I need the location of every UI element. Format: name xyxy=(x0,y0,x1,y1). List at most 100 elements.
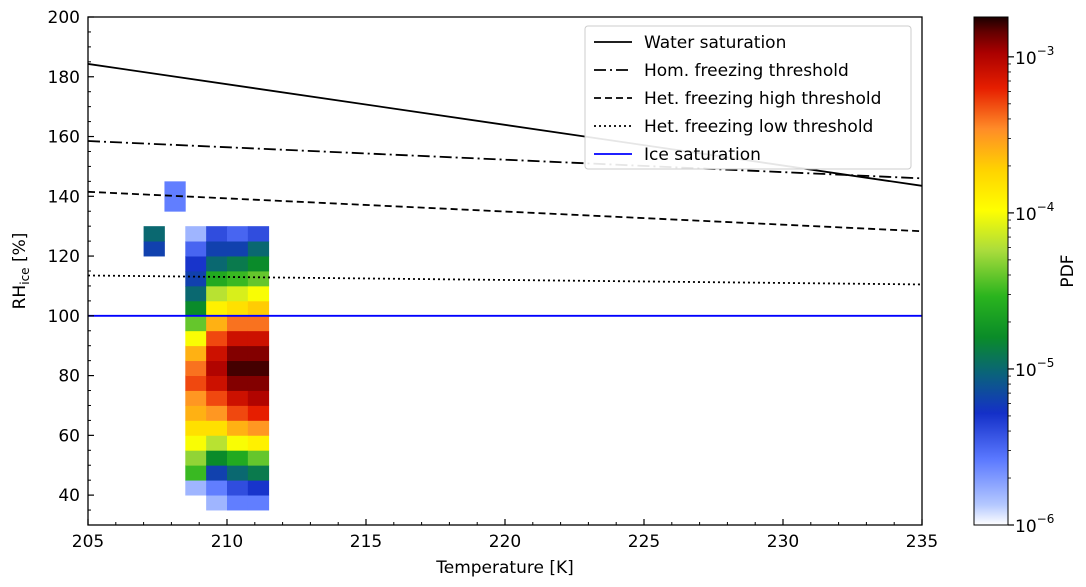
heatmap-cell xyxy=(247,435,270,451)
heatmap-cell xyxy=(227,390,249,406)
legend: Water saturation Hom. freezing threshold H… xyxy=(584,25,912,170)
heatmap-cell xyxy=(185,375,207,391)
heatmap-cell xyxy=(185,285,207,302)
heatmap-cell xyxy=(206,241,228,257)
heatmap-cell xyxy=(185,435,207,451)
heatmap-cell xyxy=(247,360,270,376)
heatmap-cell xyxy=(227,226,249,242)
heatmap-cell xyxy=(164,181,186,197)
heatmap-cell xyxy=(185,450,207,466)
heatmap-cell xyxy=(247,480,270,496)
heatmap-cell xyxy=(206,390,228,406)
heatmap-cell xyxy=(206,345,228,362)
x-axis-ticks: 205 210 215 220 225 230 235 xyxy=(72,519,938,552)
heatmap-cell xyxy=(227,300,249,317)
heatmap-cell xyxy=(185,420,207,436)
heatmap-cell xyxy=(206,450,228,466)
y-axis-label-unit: [%] xyxy=(10,233,30,268)
heatmap-cell xyxy=(185,256,207,272)
heatmap-cell xyxy=(227,435,249,451)
heatmap-cell xyxy=(227,495,249,511)
x-tick-label: 230 xyxy=(767,532,799,552)
colorbar-tick-label: 10−5 xyxy=(1015,356,1054,381)
y-tick-label: 200 xyxy=(48,8,80,28)
y-tick-label: 100 xyxy=(48,307,80,327)
y-tick-label: 80 xyxy=(58,367,80,387)
y-axis-label: RHice [%] xyxy=(10,233,32,310)
heatmap-cell xyxy=(227,271,249,287)
heatmap-cell xyxy=(247,271,270,287)
heatmap-cell xyxy=(206,271,228,287)
heatmap-cell xyxy=(247,345,270,362)
heatmap-cell xyxy=(185,390,207,406)
x-axis-label: Temperature [K] xyxy=(435,558,574,578)
legend-label: Hom. freezing threshold xyxy=(644,61,849,81)
heatmap-cell xyxy=(247,226,270,242)
y-axis-label-sub: ice xyxy=(18,267,32,284)
heatmap-cell xyxy=(206,465,228,481)
heatmap-cell xyxy=(206,360,228,376)
heatmap-cell xyxy=(227,405,249,421)
y-tick-label: 60 xyxy=(58,426,80,446)
heatmap-cell xyxy=(143,226,165,242)
colorbar-tick-label: 10−4 xyxy=(1015,200,1054,225)
heatmap-cell xyxy=(247,495,270,511)
y-axis-ticks: 40 60 80 100 120 140 160 180 200 xyxy=(48,8,94,511)
y-tick-label: 140 xyxy=(48,187,80,207)
threshold-line xyxy=(88,274,922,286)
heatmap-cell xyxy=(185,360,207,376)
heatmap-cell xyxy=(206,495,228,511)
heatmap-cell xyxy=(247,450,270,466)
legend-box xyxy=(584,25,912,170)
y-axis-label-main: RH xyxy=(10,285,30,310)
heatmap-cell xyxy=(227,241,249,257)
heatmap-cell xyxy=(227,480,249,496)
heatmap-cell xyxy=(247,465,270,481)
heatmap-cell xyxy=(206,300,228,317)
heatmap-cell xyxy=(206,330,228,347)
y-tick-label: 160 xyxy=(48,128,80,148)
heatmap-cell xyxy=(227,375,249,391)
heatmap-cell xyxy=(164,196,186,212)
heatmap-cell xyxy=(247,330,270,347)
heatmap-cell xyxy=(206,405,228,421)
heatmap-cell xyxy=(206,375,228,391)
heatmap-cell xyxy=(227,285,249,302)
heatmap-cell xyxy=(247,405,270,421)
heatmap-cell xyxy=(206,420,228,436)
heatmap-cell xyxy=(227,360,249,376)
x-tick-label: 205 xyxy=(72,532,104,552)
heatmap-cell xyxy=(247,256,270,272)
colorbar-ticks: 10−3 10−4 10−5 10−6 xyxy=(1008,44,1054,537)
x-tick-label: 235 xyxy=(906,532,938,552)
heatmap-cells xyxy=(143,181,270,511)
heatmap-cell xyxy=(227,465,249,481)
heatmap-cell xyxy=(227,330,249,347)
heatmap-cell xyxy=(143,241,165,257)
heatmap-cell xyxy=(227,315,249,332)
threshold-line xyxy=(88,140,922,180)
heatmap-cell xyxy=(206,435,228,451)
heatmap-cell xyxy=(185,330,207,347)
legend-label: Het. freezing low threshold xyxy=(644,117,873,137)
x-tick-label: 215 xyxy=(350,532,382,552)
y-tick-label: 40 xyxy=(58,486,80,506)
heatmap-cell xyxy=(185,226,207,242)
heatmap-cell xyxy=(247,241,270,257)
heatmap-cell xyxy=(185,405,207,421)
heatmap-cell xyxy=(247,300,270,317)
colorbar-label: PDF xyxy=(1058,254,1078,287)
heatmap-cell xyxy=(206,285,228,302)
x-tick-label: 220 xyxy=(489,532,521,552)
threshold-line xyxy=(88,190,922,233)
heatmap-cell xyxy=(227,345,249,362)
legend-label: Ice saturation xyxy=(644,145,761,165)
heatmap-cell xyxy=(185,300,207,317)
colorbar-frame xyxy=(973,16,1009,526)
legend-label: Water saturation xyxy=(644,33,786,53)
heatmap-cell xyxy=(247,390,270,406)
heatmap-cell xyxy=(185,271,207,287)
colorbar-tick-label: 10−3 xyxy=(1015,44,1054,69)
legend-label: Het. freezing high threshold xyxy=(644,89,881,109)
colorbar xyxy=(974,17,1008,525)
